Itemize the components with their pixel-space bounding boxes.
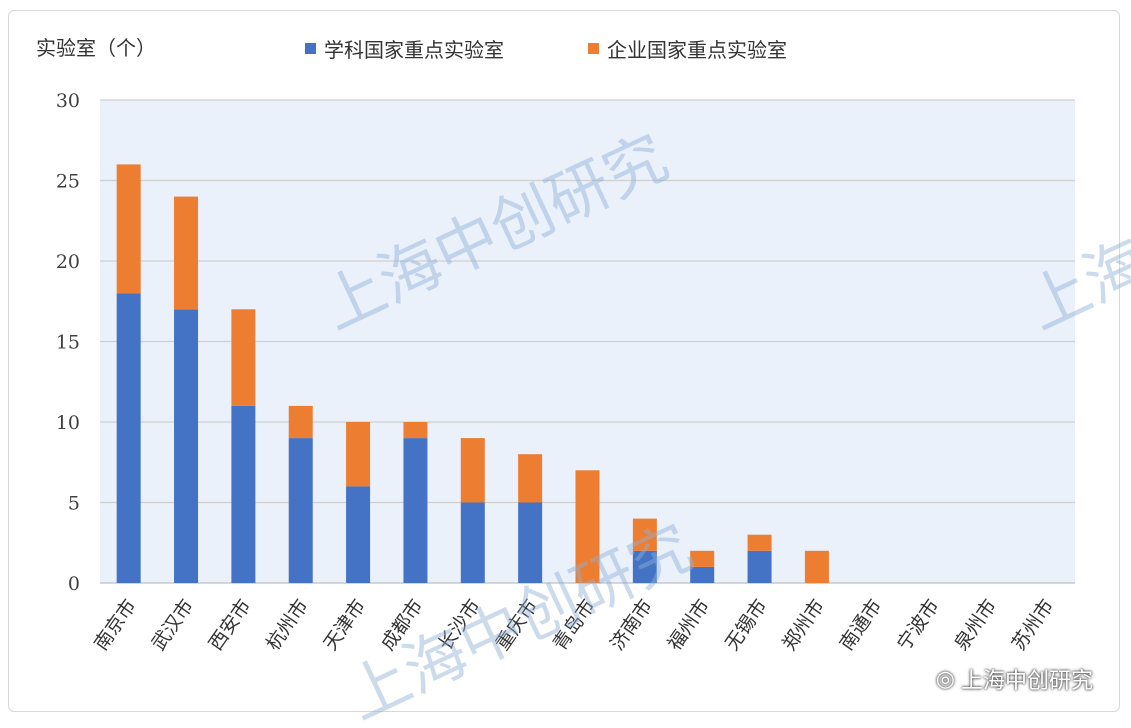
- wechat-icon: ◎: [935, 666, 955, 692]
- x-category-label: 郑州市: [778, 595, 829, 654]
- x-category-label: 苏州市: [1008, 595, 1059, 654]
- bar-academic: [518, 502, 543, 583]
- y-tick-label: 15: [56, 332, 80, 354]
- bar-enterprise: [690, 550, 715, 567]
- credit-text: 上海中创研究: [960, 669, 1093, 694]
- x-category-label: 西安市: [205, 595, 256, 654]
- bar-academic: [288, 438, 313, 583]
- x-category-label: 福州市: [664, 595, 715, 654]
- bar-academic: [747, 550, 772, 583]
- bar-enterprise: [174, 196, 199, 310]
- x-category-label: 南京市: [90, 595, 141, 654]
- bar-enterprise: [518, 454, 543, 503]
- bar-academic: [460, 502, 485, 583]
- y-axis-unit-label: 实验室（个）: [36, 36, 156, 60]
- bar-enterprise: [747, 534, 772, 551]
- x-category-label: 宁波市: [893, 595, 944, 654]
- bar-enterprise: [288, 405, 313, 439]
- x-category-label: 南通市: [836, 595, 887, 654]
- x-category-label: 无锡市: [721, 595, 772, 654]
- bar-enterprise: [346, 422, 371, 487]
- bars: [116, 164, 829, 583]
- x-category-label: 杭州市: [262, 595, 313, 654]
- bar-enterprise: [632, 518, 657, 551]
- gridlines: [100, 99, 1075, 584]
- bar-enterprise: [403, 422, 428, 439]
- bar-academic: [403, 438, 428, 583]
- x-category-label: 泉州市: [950, 595, 1001, 654]
- credit-badge: ◎ 上海中创研究: [936, 663, 1093, 695]
- y-tick-label: 0: [68, 573, 80, 595]
- bar-enterprise: [231, 309, 256, 406]
- legend-label: 企业国家重点实验室: [607, 38, 787, 62]
- legend-label: 学科国家重点实验室: [324, 38, 504, 62]
- bar-academic: [116, 293, 141, 583]
- y-tick-label: 10: [56, 412, 80, 434]
- legend: 学科国家重点实验室 企业国家重点实验室: [305, 38, 787, 62]
- bar-enterprise: [575, 470, 600, 583]
- y-tick-label: 25: [56, 171, 80, 193]
- bar-enterprise: [116, 164, 141, 294]
- bar-academic: [632, 550, 657, 583]
- x-category-label: 武汉市: [147, 595, 198, 654]
- legend-swatch: [305, 43, 316, 54]
- bar-academic: [231, 405, 256, 583]
- bar-academic: [174, 309, 199, 583]
- bar-academic: [346, 486, 371, 583]
- bar-enterprise: [460, 438, 485, 503]
- bar-academic: [690, 566, 715, 583]
- bar-enterprise: [804, 550, 829, 583]
- x-category-label: 天津市: [319, 595, 370, 654]
- y-tick-label: 5: [68, 493, 80, 515]
- legend-swatch: [588, 43, 599, 54]
- y-tick-label: 20: [56, 251, 80, 273]
- y-tick-label: 30: [56, 90, 80, 112]
- y-axis-ticks: 0 5 10 15 20 25 30: [56, 90, 80, 595]
